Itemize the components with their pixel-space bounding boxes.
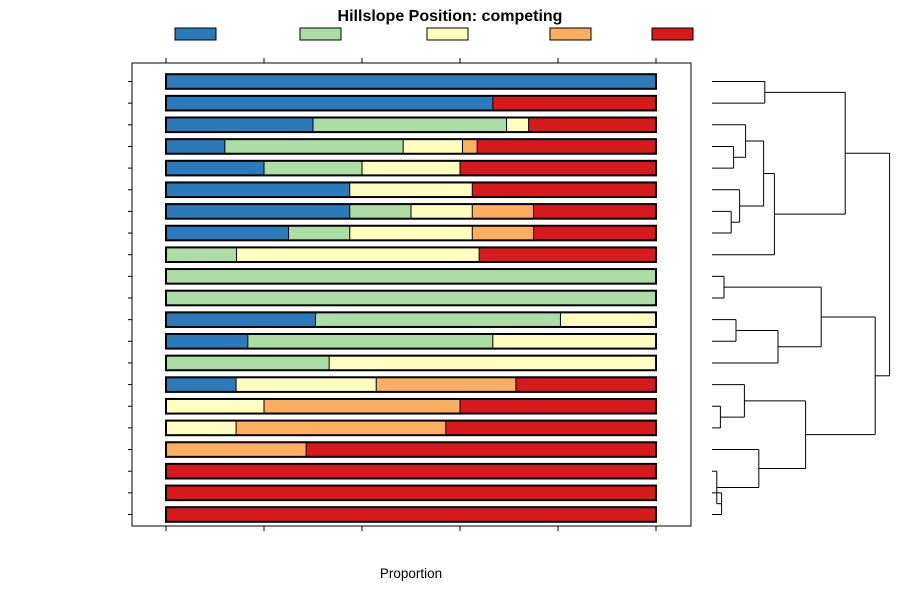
bar-segment-toeslope bbox=[166, 117, 313, 133]
bar-outline bbox=[165, 333, 657, 350]
bar-segment-summit bbox=[166, 507, 656, 522]
bar-outline bbox=[165, 94, 657, 112]
bar-segment-footslope bbox=[313, 117, 507, 133]
bar-segment-summit bbox=[472, 182, 656, 198]
bar-outline bbox=[165, 311, 657, 328]
bar-segment-toeslope bbox=[166, 312, 316, 327]
bar-segment-toeslope bbox=[166, 182, 350, 198]
bar-segment-summit bbox=[492, 95, 656, 111]
bar-segment-summit bbox=[515, 377, 656, 392]
bar-segment-shoulder bbox=[236, 420, 446, 436]
plot-frame bbox=[131, 62, 692, 527]
bar-segment-summit bbox=[533, 204, 656, 219]
x-axis-title: Proportion bbox=[380, 566, 442, 581]
bar-outline bbox=[165, 354, 657, 372]
bar-segment-shoulder bbox=[472, 225, 534, 241]
bar-outline bbox=[165, 506, 657, 523]
legend-swatch bbox=[174, 27, 217, 41]
bar-segment-toeslope bbox=[166, 204, 350, 219]
bar-segment-footslope bbox=[166, 290, 656, 306]
chart-title: Hillslope Position: competing bbox=[338, 8, 563, 25]
bar-segment-footslope bbox=[166, 247, 237, 262]
bar-segment-footslope bbox=[264, 160, 362, 176]
bar-segment-backslope bbox=[506, 117, 529, 133]
bar-outline bbox=[165, 138, 657, 155]
bar-outline bbox=[165, 246, 657, 263]
bar-segment-summit bbox=[479, 247, 656, 262]
bar-outline bbox=[165, 159, 657, 177]
bar-outline bbox=[165, 419, 657, 437]
bar-segment-footslope bbox=[247, 334, 493, 349]
bar-segment-toeslope bbox=[166, 139, 225, 154]
bar-segment-toeslope bbox=[166, 377, 237, 392]
bar-segment-summit bbox=[477, 139, 656, 154]
bar-segment-backslope bbox=[349, 182, 473, 198]
bar-segment-backslope bbox=[236, 247, 480, 262]
bar-segment-summit bbox=[460, 160, 656, 176]
bar-outline bbox=[165, 441, 657, 458]
bar-segment-backslope bbox=[166, 420, 237, 436]
bar-outline bbox=[165, 116, 657, 134]
bar-segment-summit bbox=[533, 225, 656, 241]
bar-outline bbox=[165, 484, 657, 502]
bar-segment-footslope bbox=[349, 204, 411, 219]
bar-segment-backslope bbox=[166, 398, 264, 414]
bar-segment-toeslope bbox=[166, 225, 289, 241]
bar-segment-shoulder bbox=[264, 398, 460, 414]
bar-segment-toeslope bbox=[166, 334, 248, 349]
bar-segment-shoulder bbox=[462, 139, 478, 154]
legend-swatch bbox=[549, 27, 592, 41]
bar-segment-backslope bbox=[403, 139, 463, 154]
legend-swatch bbox=[299, 27, 342, 41]
bar-segment-summit bbox=[306, 442, 656, 457]
bar-segment-shoulder bbox=[472, 204, 534, 219]
bar-segment-footslope bbox=[315, 312, 561, 327]
bar-outline bbox=[165, 181, 657, 199]
bar-segment-backslope bbox=[236, 377, 377, 392]
bar-segment-toeslope bbox=[166, 160, 264, 176]
bar-segment-summit bbox=[460, 398, 656, 414]
bar-segment-shoulder bbox=[376, 377, 516, 392]
bar-segment-backslope bbox=[411, 204, 473, 219]
bar-segment-summit bbox=[445, 420, 656, 436]
bar-segment-footslope bbox=[166, 355, 330, 371]
bar-segment-summit bbox=[528, 117, 656, 133]
bar-outline bbox=[165, 289, 657, 307]
axes bbox=[128, 58, 692, 531]
bar-segment-toeslope bbox=[166, 74, 656, 89]
bar-segment-backslope bbox=[560, 312, 656, 327]
bar-segment-footslope bbox=[288, 225, 350, 241]
bar-outline bbox=[165, 397, 657, 415]
bar-segment-summit bbox=[166, 485, 656, 501]
bar-outline bbox=[165, 73, 657, 90]
bar-segment-summit bbox=[166, 463, 656, 479]
bar-segment-backslope bbox=[349, 225, 473, 241]
legend bbox=[174, 27, 694, 41]
bar-segment-shoulder bbox=[166, 442, 307, 457]
bar-outline bbox=[165, 203, 657, 220]
bar-outline bbox=[165, 462, 657, 480]
bar-segment-backslope bbox=[362, 160, 460, 176]
bar-outline bbox=[165, 224, 657, 242]
dendrogram bbox=[712, 81, 891, 515]
bar-outline bbox=[165, 268, 657, 285]
bar-segment-backslope bbox=[329, 355, 656, 371]
bar-segment-backslope bbox=[492, 334, 656, 349]
legend-swatch bbox=[426, 27, 469, 41]
legend-swatch bbox=[651, 27, 694, 41]
bar-segment-footslope bbox=[166, 269, 656, 284]
bar-segment-toeslope bbox=[166, 95, 493, 111]
bar-segment-footslope bbox=[224, 139, 404, 154]
bar-outline bbox=[165, 376, 657, 393]
bars bbox=[165, 73, 657, 523]
